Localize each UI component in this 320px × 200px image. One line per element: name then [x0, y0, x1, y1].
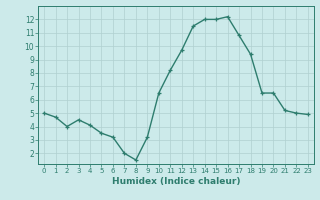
- X-axis label: Humidex (Indice chaleur): Humidex (Indice chaleur): [112, 177, 240, 186]
